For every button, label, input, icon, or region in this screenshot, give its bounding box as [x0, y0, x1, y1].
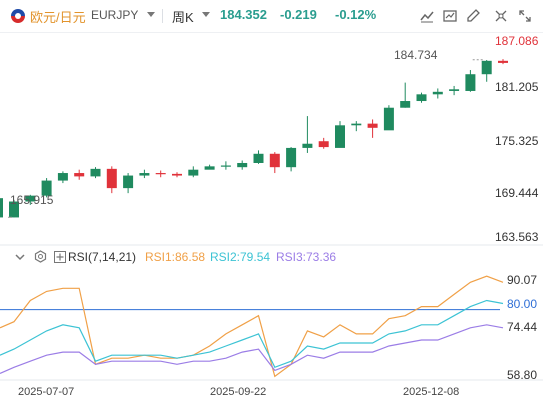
- price-change: -0.219: [280, 7, 317, 22]
- candle-body: [90, 168, 101, 177]
- rsi-axis-label: 90.07: [507, 273, 538, 287]
- symbol-dropdown-icon[interactable]: [147, 12, 155, 17]
- high-annotation: 184.734: [394, 48, 438, 62]
- candle-body: [123, 175, 134, 189]
- candle-body: [498, 60, 508, 63]
- candle-body: [416, 94, 427, 102]
- settings-icon[interactable]: [491, 6, 511, 26]
- rsi1-value: RSI1:86.58: [145, 250, 206, 264]
- candle-body: [335, 125, 345, 148]
- axis-label: 181.205: [495, 80, 539, 94]
- price-change-pct: -0.12%: [335, 7, 377, 22]
- indicator-icon[interactable]: [440, 6, 460, 26]
- rsi1-line: [0, 275, 504, 378]
- low-annotation: 165.915: [10, 193, 54, 207]
- candle-body: [318, 141, 329, 148]
- date-label: 2025-07-07: [18, 386, 75, 398]
- candle-body: [188, 169, 199, 176]
- axis-label: 175.325: [495, 134, 539, 148]
- symbol-code[interactable]: EURJPY: [91, 8, 139, 22]
- eu-jp-flag-icon: [11, 9, 25, 23]
- rsi2-value: RSI2:79.54: [210, 250, 271, 264]
- expand-icon[interactable]: [515, 6, 535, 26]
- rsi2-line: [0, 299, 504, 369]
- candle-body: [237, 162, 248, 168]
- period-dropdown-icon[interactable]: [202, 12, 210, 17]
- collapse-icon[interactable]: [14, 251, 26, 266]
- symbol-cn-name[interactable]: 欧元/日元: [30, 10, 86, 25]
- candle-body: [25, 195, 36, 202]
- line-chart-icon[interactable]: [417, 6, 437, 26]
- draw-icon[interactable]: [463, 6, 483, 26]
- candle-body: [74, 173, 85, 177]
- last-price: 184.352: [220, 7, 267, 22]
- divider: [162, 9, 163, 23]
- candle-body: [351, 123, 362, 126]
- indicator-settings-icon[interactable]: [34, 250, 47, 266]
- candle-body: [9, 201, 19, 218]
- candle-body: [155, 173, 166, 175]
- rsi-ref-label: 80.00: [507, 297, 538, 311]
- candle-body: [449, 89, 460, 91]
- candle-body: [400, 101, 411, 108]
- rsi3-line: [0, 324, 504, 374]
- candle-body: [432, 91, 443, 95]
- period-selector[interactable]: 周K: [172, 10, 194, 25]
- candle-body: [0, 198, 3, 218]
- candle-body: [139, 173, 150, 176]
- candle-body: [57, 173, 68, 181]
- rsi-axis-label: 58.80: [507, 368, 538, 382]
- add-indicator-icon[interactable]: [54, 251, 66, 266]
- candle-body: [465, 74, 476, 91]
- candle-body: [286, 147, 297, 168]
- candle-body: [367, 123, 378, 128]
- rsi3-value: RSI3:73.36: [276, 250, 337, 264]
- rsi-title: RSI(7,14,21): [68, 250, 137, 264]
- date-label: 2025-09-22: [210, 386, 267, 398]
- candle-body: [220, 165, 231, 167]
- axis-label: 169.444: [495, 186, 539, 200]
- candle-body: [204, 166, 215, 170]
- candle-body: [302, 143, 313, 148]
- candle-body: [106, 168, 117, 189]
- axis-label: 163.563: [495, 230, 539, 244]
- candle-body: [383, 107, 394, 131]
- candle-body: [481, 60, 492, 75]
- candle-body: [172, 173, 182, 176]
- top-bar: 欧元/日元 EURJPY 周K 184.352 -0.219 -0.12%: [0, 0, 543, 33]
- date-label: 2025-12-08: [403, 386, 460, 398]
- candle-body: [269, 153, 280, 168]
- candle-body: [253, 153, 264, 163]
- price-chart[interactable]: [0, 33, 543, 404]
- rsi-axis-label: 74.44: [507, 320, 538, 334]
- candle-body: [41, 180, 52, 196]
- axis-label-top: 187.086: [495, 34, 539, 48]
